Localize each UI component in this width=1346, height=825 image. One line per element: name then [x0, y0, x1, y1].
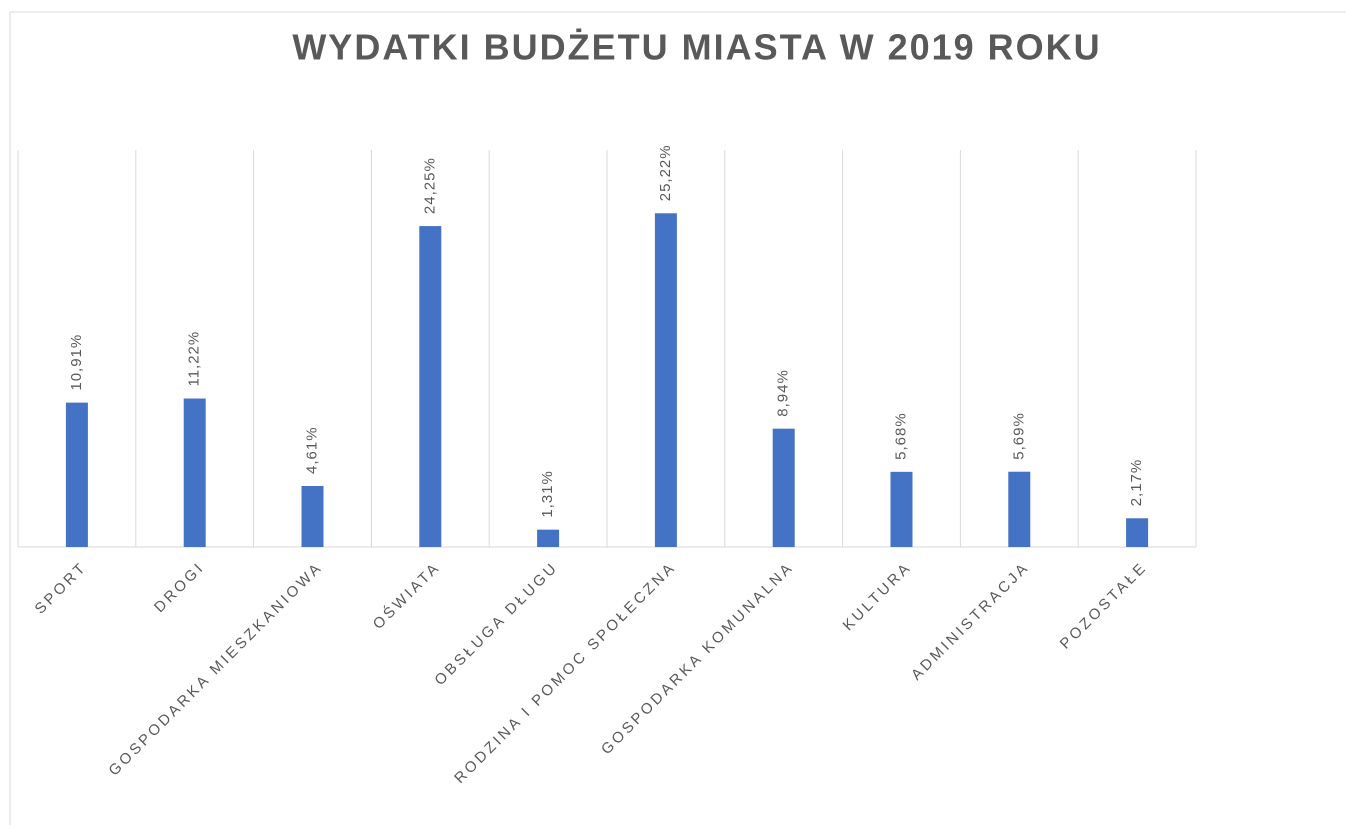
data-label: 4,61% — [303, 426, 320, 474]
data-label: 11,22% — [186, 331, 203, 387]
data-label: 2,17% — [1128, 459, 1145, 507]
bar — [65, 402, 88, 547]
chart-frame — [9, 11, 1346, 825]
bar — [890, 471, 913, 547]
data-label: 10,91% — [68, 334, 85, 391]
bar — [183, 398, 206, 547]
bar — [772, 428, 795, 547]
bar — [301, 485, 324, 547]
bar — [537, 529, 560, 547]
data-label: 8,94% — [775, 369, 792, 417]
data-label: 5,68% — [892, 412, 909, 460]
data-label: 5,69% — [1010, 412, 1027, 460]
bar — [1126, 518, 1149, 547]
bar — [419, 226, 442, 547]
data-label: 24,25% — [421, 157, 438, 214]
bar — [654, 213, 677, 547]
bar — [1008, 471, 1031, 547]
data-label: 25,22% — [657, 144, 674, 201]
chart-title: WYDATKI BUDŻETU MIASTA W 2019 ROKU — [292, 27, 1101, 68]
data-label: 1,31% — [539, 470, 556, 518]
